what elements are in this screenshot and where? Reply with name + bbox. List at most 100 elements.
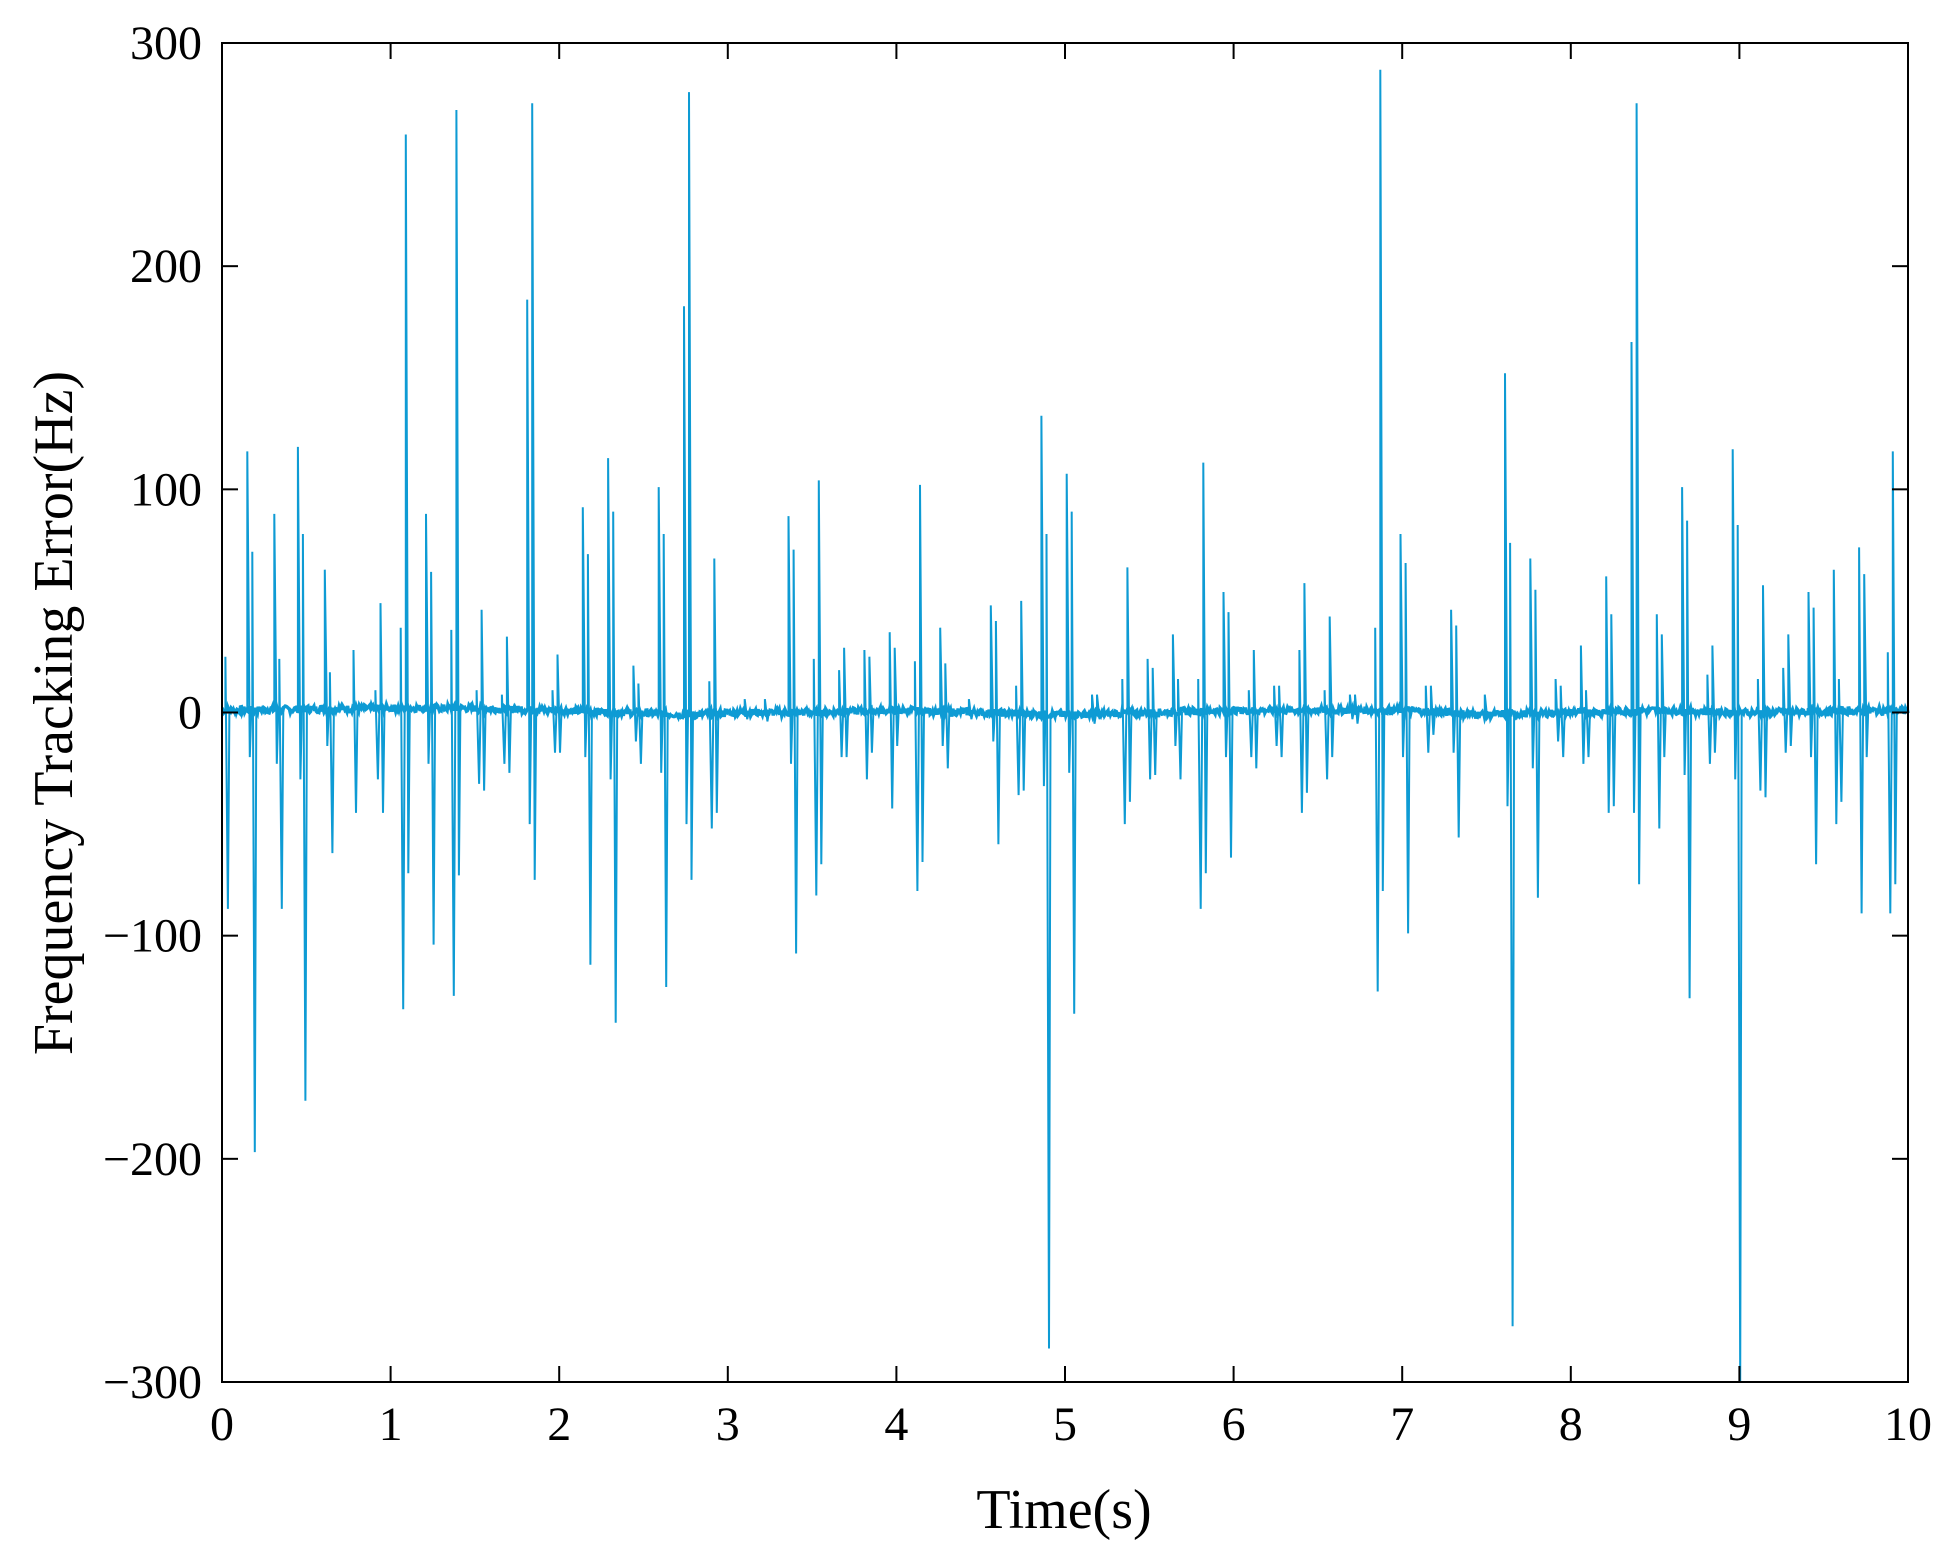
x-tick-label: 0	[210, 1398, 234, 1451]
data-spike	[1686, 520, 1693, 999]
x-tick-label: 1	[379, 1398, 403, 1451]
y-axis-label: Frequency Tracking Error(Hz)	[23, 371, 85, 1055]
data-spike	[1197, 678, 1204, 909]
data-spike	[328, 672, 335, 854]
y-tick-label: −300	[103, 1356, 202, 1409]
x-tick-label: 10	[1884, 1398, 1932, 1451]
data-spike	[1328, 616, 1335, 758]
data-spike	[1736, 524, 1743, 1383]
data-spike	[480, 609, 487, 791]
data-spike	[224, 656, 231, 909]
data-spike	[1374, 627, 1381, 992]
data-spike	[989, 605, 996, 742]
data-spike	[792, 549, 799, 954]
data-spike	[1579, 645, 1586, 764]
data-spike	[607, 458, 614, 780]
x-tick-label: 7	[1390, 1398, 1414, 1451]
data-spike	[1706, 674, 1713, 764]
data-spike	[812, 658, 819, 896]
data-spike	[863, 649, 870, 780]
data-spike	[352, 649, 359, 813]
data-spike	[1756, 678, 1763, 791]
data-spike	[1404, 562, 1411, 934]
x-tick-label: 4	[884, 1398, 908, 1451]
data-spike	[787, 516, 794, 764]
x-tick-label: 8	[1559, 1398, 1583, 1451]
data-spike	[500, 694, 507, 764]
y-tick-label: 0	[178, 687, 202, 740]
data-spike	[1630, 341, 1637, 813]
data-spike	[1070, 511, 1077, 1014]
data-spike	[1858, 547, 1865, 914]
data-spike	[556, 654, 563, 753]
data-spike	[939, 627, 946, 747]
data-spike	[1504, 373, 1510, 807]
data-spike	[1455, 625, 1462, 838]
y-tick-label: 200	[130, 240, 202, 293]
x-tick-label: 5	[1053, 1398, 1077, 1451]
data-spike	[1091, 694, 1097, 724]
data-spike	[581, 507, 588, 758]
data-spike	[708, 681, 715, 829]
x-axis-label: Time(s)	[976, 1479, 1151, 1541]
data-spike	[893, 647, 900, 747]
data-spike	[425, 513, 431, 764]
x-tick-label: 3	[716, 1398, 740, 1451]
data-spike	[374, 690, 381, 780]
data-spike	[1015, 685, 1022, 796]
data-spike	[1429, 685, 1436, 735]
data-spike	[1151, 667, 1158, 776]
data-spike	[1121, 678, 1128, 825]
axes-layer: 0 1 2 3 4 5 6 7 8 9 10 −300 −200 −100 0 100 200 300	[103, 17, 1932, 1451]
data-spike	[1227, 612, 1234, 858]
data-spike	[838, 670, 845, 758]
data-spike	[1399, 533, 1406, 758]
series-layer	[221, 69, 1910, 1383]
data-spike	[1247, 690, 1254, 758]
data-spike	[586, 554, 593, 965]
data-spike	[526, 299, 533, 825]
data-spike	[1837, 678, 1844, 802]
data-spike	[475, 690, 482, 784]
data-spike	[1278, 685, 1285, 758]
y-tick-label: 300	[130, 17, 202, 70]
data-spike	[278, 658, 285, 909]
data-spike	[662, 533, 669, 988]
data-spike	[1635, 103, 1642, 885]
data-spike	[1020, 600, 1027, 791]
data-spike	[1096, 694, 1102, 720]
data-spike	[379, 603, 386, 813]
data-spike	[1252, 649, 1259, 769]
data-spike	[1605, 576, 1612, 813]
data-spike	[1509, 542, 1516, 1327]
data-spike	[1762, 585, 1768, 798]
data-spike	[1711, 645, 1718, 753]
data-spike	[296, 446, 303, 780]
data-spike	[743, 698, 750, 720]
data-spike	[637, 683, 644, 764]
data-spike	[1177, 678, 1183, 780]
data-spike	[1483, 694, 1490, 720]
data-spike	[531, 103, 538, 880]
data-spike	[1354, 694, 1360, 724]
data-spike	[944, 663, 951, 769]
data-spike	[301, 533, 308, 1101]
data-spike	[323, 569, 330, 747]
data-spike	[1681, 487, 1688, 776]
data-spike	[1298, 649, 1305, 813]
data-spike	[1273, 685, 1280, 747]
data-spike	[1782, 667, 1789, 753]
data-spike	[251, 551, 258, 1153]
data-spike	[1891, 451, 1898, 885]
data-spike	[551, 690, 558, 753]
data-spike	[505, 636, 512, 773]
data-spike	[1222, 591, 1229, 758]
data-spike	[967, 698, 974, 720]
data-spike	[430, 571, 437, 945]
data-spike	[1787, 634, 1794, 747]
data-spike	[450, 629, 457, 996]
data-spike	[888, 632, 895, 809]
data-spike	[1379, 69, 1386, 892]
y-tick-label: −100	[103, 910, 202, 963]
